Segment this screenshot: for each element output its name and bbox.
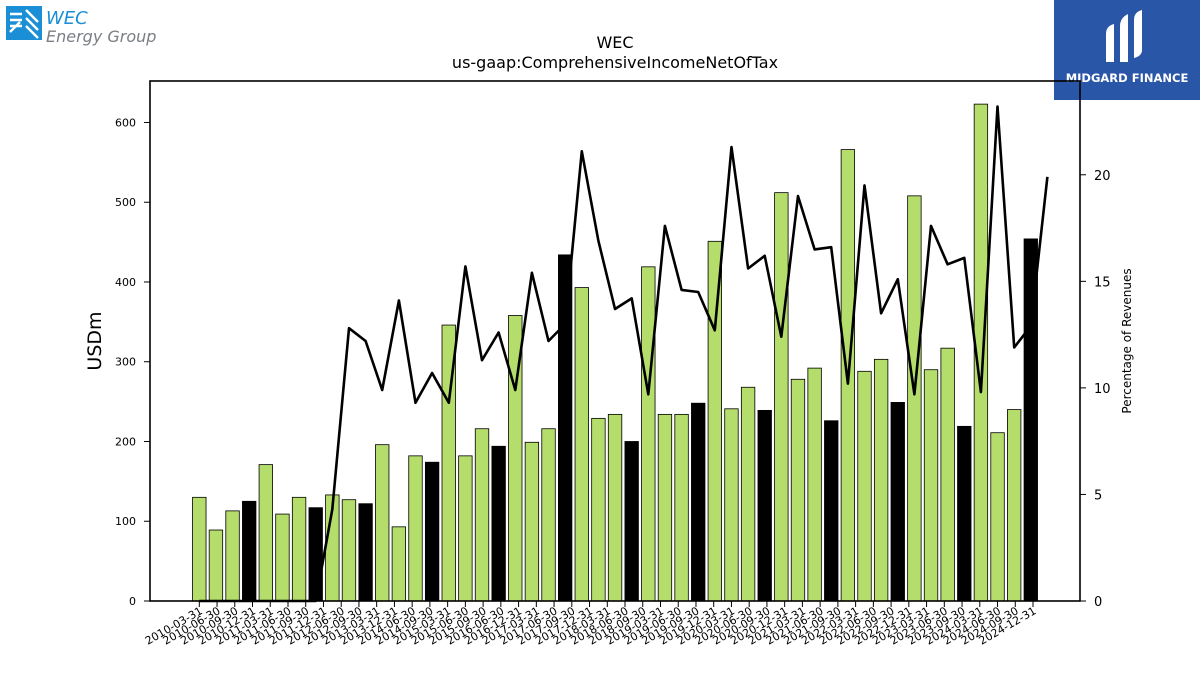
- y-tick-label: 600: [115, 116, 136, 129]
- bar: [923, 369, 939, 602]
- percentage-line: [199, 105, 1049, 603]
- bar: [458, 455, 473, 602]
- y2-tick-label: 0: [1094, 595, 1102, 610]
- bar: [990, 432, 1005, 602]
- bar: [225, 510, 240, 602]
- bar: [558, 254, 573, 602]
- y-axis-label: USDm: [84, 311, 106, 370]
- bar: [541, 428, 556, 602]
- y2-tick-label: 5: [1094, 488, 1102, 503]
- bar: [375, 444, 390, 602]
- bar: [591, 417, 606, 602]
- bar: [408, 455, 423, 602]
- y-tick-label: 100: [115, 515, 136, 528]
- bar: [242, 500, 257, 602]
- bar: [657, 413, 673, 602]
- logo-line-1: WEC: [46, 8, 88, 29]
- bar: [291, 496, 307, 602]
- bar: [757, 409, 772, 602]
- y-tick-label: 400: [115, 276, 136, 289]
- bar: [258, 464, 273, 602]
- y2-axis-label: Percentage of Revenues: [1120, 268, 1134, 413]
- y-tick-label: 200: [115, 435, 136, 448]
- bar: [391, 526, 407, 602]
- bar: [424, 461, 440, 602]
- y2-tick-label: 20: [1094, 169, 1111, 184]
- bar: [491, 445, 506, 602]
- midgard-finance-logo: MIDGARD FINANCE: [1054, 0, 1200, 100]
- bar: [774, 192, 789, 602]
- bar: [940, 347, 955, 602]
- y2-tick-label: 10: [1094, 382, 1111, 397]
- logo-line-2: Energy Group: [46, 27, 156, 46]
- bar: [574, 287, 589, 602]
- bar: [857, 370, 872, 602]
- wec-energy-group-logo: WEC Energy Group: [6, 6, 166, 46]
- bar: [824, 420, 839, 602]
- plot-frame: [149, 80, 1081, 602]
- bar: [957, 425, 972, 602]
- bar: [724, 408, 739, 602]
- y-tick-label: 500: [115, 196, 136, 209]
- bar: [740, 386, 756, 602]
- chart-subtitle: us-gaap:ComprehensiveIncomeNetOfTax: [452, 53, 778, 72]
- bar: [790, 378, 806, 602]
- bar: [308, 507, 323, 602]
- bar: [1007, 409, 1022, 602]
- bar: [192, 496, 207, 602]
- bar: [208, 529, 224, 602]
- bar: [674, 413, 689, 602]
- bar: [691, 402, 706, 602]
- publisher-name: MIDGARD FINANCE: [1066, 71, 1189, 85]
- bar: [624, 441, 639, 602]
- chart-title: WEC: [596, 33, 633, 52]
- bar: [707, 240, 722, 602]
- y-tick-label: 0: [129, 595, 136, 608]
- y2-tick-label: 15: [1094, 275, 1111, 290]
- midgard-logo-mark-icon: MIDGARD FINANCE: [1066, 10, 1189, 85]
- bar: [474, 428, 490, 602]
- bar: [341, 499, 357, 602]
- wec-logo-mark-icon: WEC Energy Group: [6, 6, 156, 46]
- bar: [275, 513, 290, 602]
- bar: [890, 402, 905, 602]
- bar: [607, 413, 623, 602]
- bar: [524, 441, 540, 602]
- y-tick-label: 300: [115, 356, 136, 369]
- bar: [907, 195, 922, 602]
- bar: [807, 367, 822, 602]
- bar: [358, 503, 373, 602]
- bar: [873, 358, 889, 602]
- bar: [641, 266, 656, 602]
